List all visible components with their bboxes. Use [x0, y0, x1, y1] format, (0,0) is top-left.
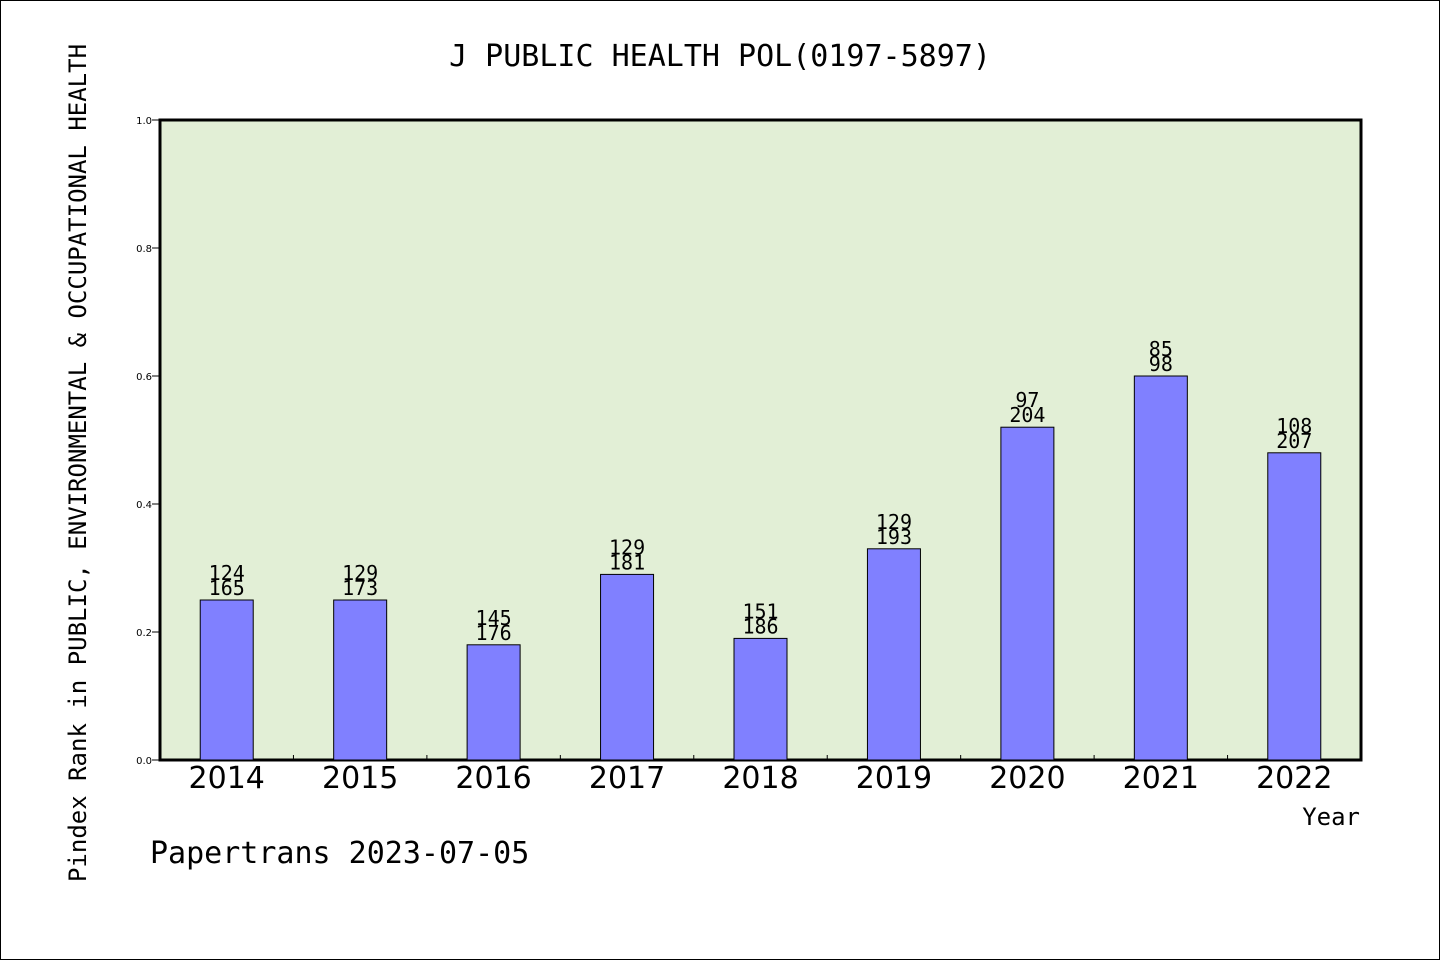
bar-labels-group: 1241651291731451761291811511861291939720… [209, 337, 1313, 645]
x-tick-label: 2021 [1123, 761, 1199, 796]
y-tick-label: 0.0 [136, 756, 152, 767]
y-tick-label: 0.8 [136, 244, 152, 255]
bar-label-bottom: 173 [342, 576, 378, 600]
y-tick-label: 0.6 [136, 372, 152, 383]
y-tick-label: 1.0 [136, 116, 152, 127]
x-tick-label: 2017 [589, 761, 665, 796]
x-tick-label: 2022 [1256, 761, 1332, 796]
x-axis-ticks [292, 755, 1229, 760]
bar-2016 [466, 644, 521, 761]
x-tick-labels-group: 2014 2015 2016 2017 2018 2019 2020 2021 2022 [189, 761, 1333, 796]
x-axis-label: Year [1302, 803, 1360, 831]
bar-2017 [600, 573, 655, 761]
bar-2021 [1133, 375, 1188, 761]
bar-label-bottom: 193 [876, 525, 912, 549]
bars-group [199, 375, 1322, 761]
bar-2014 [199, 599, 254, 761]
bar-label-top: 129 [342, 561, 378, 585]
bar-label-bottom: 98 [1149, 352, 1173, 376]
x-tick-label: 2015 [322, 761, 398, 796]
bar-label-bottom: 176 [476, 621, 512, 645]
bar-label-bottom: 181 [609, 550, 645, 574]
bar-label-top: 129 [609, 535, 645, 559]
chart-title: J PUBLIC HEALTH POL(0197-5897) [449, 39, 991, 74]
bar-label-top: 151 [742, 599, 778, 623]
y-tick-label: 0.4 [136, 500, 152, 511]
x-tick-label: 2016 [455, 761, 531, 796]
footer-text: Papertrans 2023-07-05 [150, 836, 529, 871]
y-axis-ticks: 0.0 0.2 0.4 0.6 0.8 1.0 [136, 116, 160, 767]
bar-2022 [1267, 452, 1322, 761]
bar-label-bottom: 186 [742, 614, 778, 638]
bar-label-top: 124 [209, 561, 245, 585]
bar-label-bottom: 165 [209, 576, 245, 600]
bar-label-top: 108 [1276, 414, 1312, 438]
y-tick-label: 0.2 [136, 628, 152, 639]
bar-2015 [333, 599, 388, 761]
bar-2019 [866, 548, 921, 761]
bar-2020 [1000, 426, 1055, 761]
x-tick-label: 2014 [189, 761, 265, 796]
bar-label-top: 129 [876, 510, 912, 534]
x-tick-label: 2019 [856, 761, 932, 796]
bar-label-top: 97 [1015, 388, 1039, 412]
x-tick-label: 2018 [722, 761, 798, 796]
bar-label-top: 145 [476, 606, 512, 630]
bar-label-bottom: 207 [1276, 429, 1312, 453]
bar-label-bottom: 204 [1009, 403, 1045, 427]
y-axis-label: Pindex Rank in PUBLIC, ENVIRONMENTAL & O… [64, 44, 92, 882]
x-tick-label: 2020 [989, 761, 1065, 796]
bar-2018 [733, 637, 788, 761]
bar-label-top: 85 [1149, 337, 1173, 361]
